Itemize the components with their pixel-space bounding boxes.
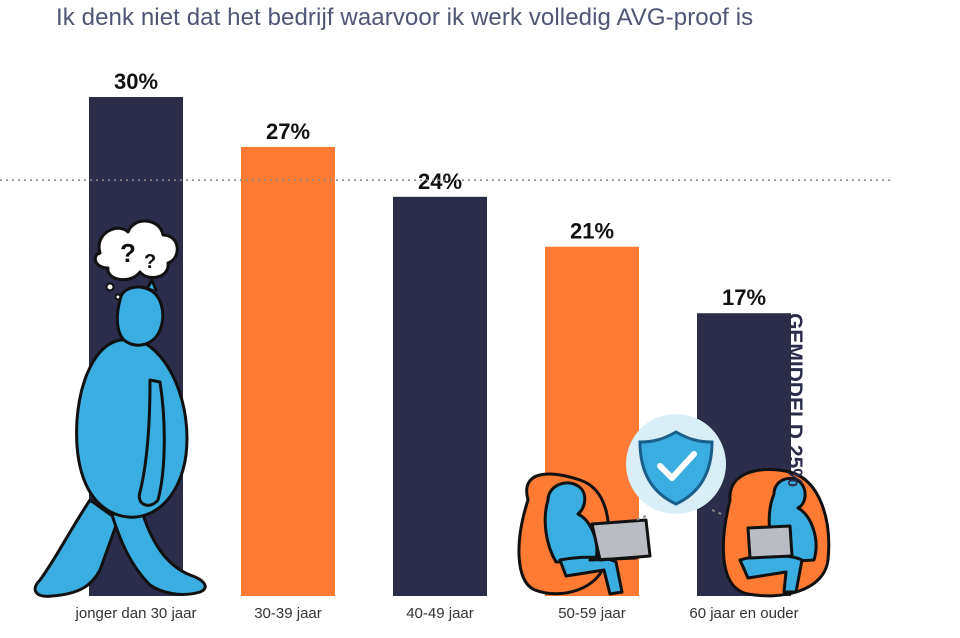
x-tick-label: jonger dan 30 jaar xyxy=(75,605,197,622)
x-tick-label: 30-39 jaar xyxy=(254,605,322,622)
svg-text:?: ? xyxy=(120,238,136,268)
x-tick-label: 60 jaar en ouder xyxy=(689,605,798,622)
bar-value-label: 17% xyxy=(722,285,766,310)
x-tick-label: 50-59 jaar xyxy=(558,605,626,622)
walking-person-illustration: ? ? xyxy=(33,219,207,598)
chart-title: Ik denk niet dat het bedrijf waarvoor ik… xyxy=(56,4,754,31)
bar-value-label: 21% xyxy=(570,219,614,244)
shield-check-icon xyxy=(626,414,727,521)
x-tick-label: 40-49 jaar xyxy=(406,605,474,622)
svg-text:?: ? xyxy=(144,251,156,273)
bar-value-label: 27% xyxy=(266,119,310,144)
thought-bubble-question-marks: ? ? xyxy=(93,219,179,301)
bars: 30% 27% 24% 21% 17% xyxy=(89,69,791,597)
bar-2 xyxy=(241,146,335,596)
bar-value-label: 30% xyxy=(114,69,158,94)
bar-3 xyxy=(393,196,487,597)
person-beanbag-laptop-right xyxy=(721,468,831,598)
x-axis-labels: jonger dan 30 jaar 30-39 jaar 40-49 jaar 50… xyxy=(75,605,799,622)
average-label: GEMIDDELD 25% xyxy=(783,313,806,487)
person-beanbag-laptop-left xyxy=(517,472,652,596)
bar-value-label: 24% xyxy=(418,169,462,194)
